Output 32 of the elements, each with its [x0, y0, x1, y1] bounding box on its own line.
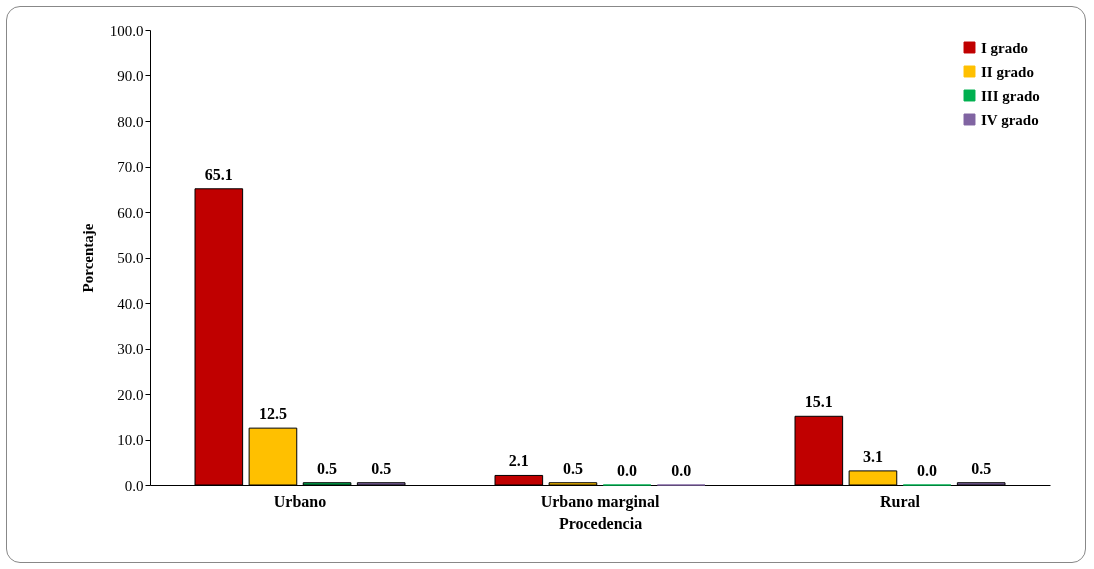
- y-tick-label: 90.0: [117, 68, 144, 84]
- data-label: 0.5: [371, 459, 392, 477]
- y-tick-label: 30.0: [117, 341, 144, 357]
- x-tick-label: Urbano: [273, 492, 327, 510]
- legend-label: III grado: [981, 87, 1040, 104]
- x-axis-title: Procedencia: [558, 514, 643, 532]
- data-label: 12.5: [258, 405, 287, 423]
- y-tick-label: 80.0: [117, 113, 144, 130]
- y-tick-label: 20.0: [117, 386, 144, 403]
- data-label: 3.1: [862, 447, 883, 465]
- data-label: 0.5: [562, 459, 583, 477]
- legend-label: I grado: [981, 39, 1029, 56]
- legend-label: IV grado: [981, 111, 1039, 128]
- x-tick-label: Urbano marginal: [540, 492, 660, 511]
- data-label: 2.1: [508, 452, 529, 470]
- y-axis-title: Porcentaje: [79, 223, 96, 293]
- data-label: 0.0: [671, 462, 692, 479]
- y-tick-label: 70.0: [117, 159, 144, 175]
- y-tick-label: 0.0: [124, 477, 144, 494]
- legend-label: II grado: [981, 63, 1034, 80]
- data-label: 65.1: [204, 165, 233, 183]
- y-tick-label: 10.0: [117, 432, 144, 448]
- data-label: 0.0: [617, 462, 638, 479]
- data-label: 0.5: [317, 459, 338, 477]
- x-tick-label: Rural: [880, 492, 921, 510]
- data-label: 0.0: [917, 462, 938, 479]
- y-tick-label: 100.0: [109, 22, 144, 39]
- y-tick-label: 50.0: [117, 250, 144, 266]
- y-tick-label: 60.0: [117, 204, 144, 221]
- data-label: 0.5: [971, 459, 992, 477]
- data-label: 15.1: [804, 393, 833, 411]
- y-tick-label: 40.0: [117, 295, 144, 312]
